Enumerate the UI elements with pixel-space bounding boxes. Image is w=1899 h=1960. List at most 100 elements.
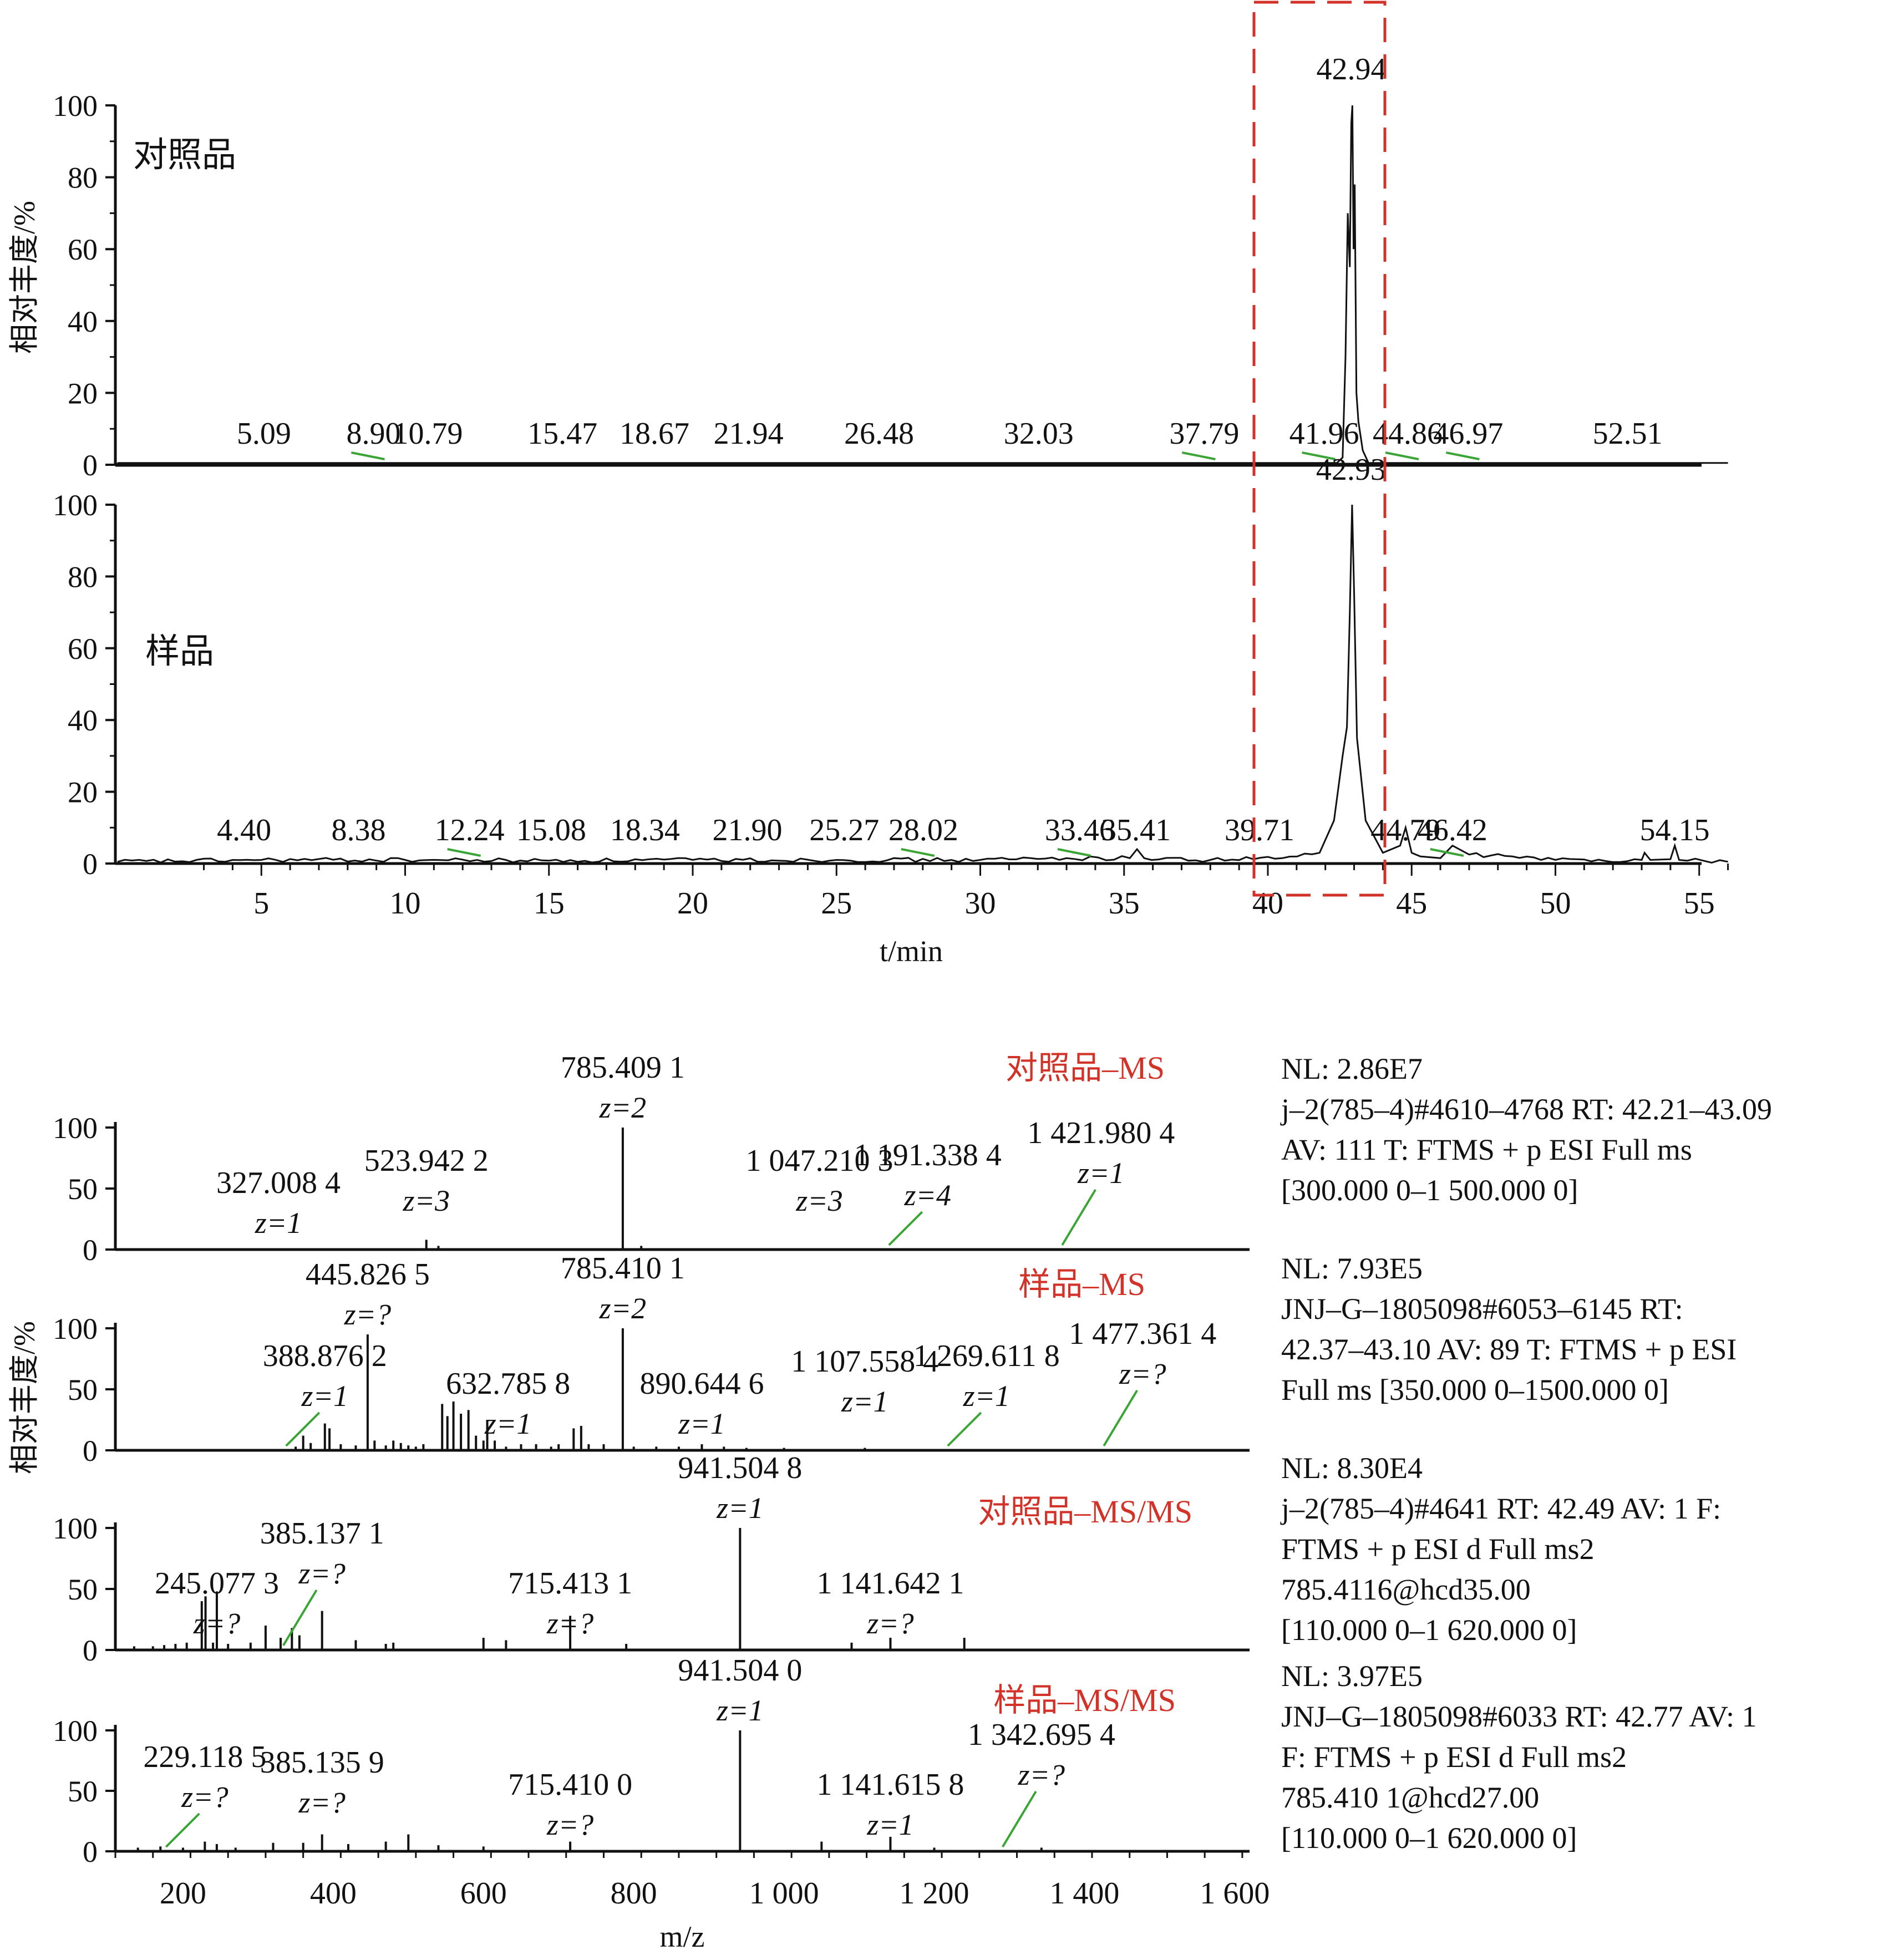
mz-label: 1 141.615 8: [816, 1768, 964, 1802]
mz-label: 715.413 1: [508, 1566, 632, 1601]
rt-label: 37.79: [1169, 417, 1239, 451]
rt-leader-line: [447, 848, 481, 857]
rt-label: 21.94: [714, 417, 784, 451]
charge-label: z=?: [1018, 1758, 1065, 1791]
rt-leader-line: [1385, 451, 1419, 460]
y-tick-label: 50: [68, 1172, 98, 1206]
mz-label: 245.077 3: [155, 1566, 279, 1601]
mz-label: 1 477.361 4: [1069, 1317, 1216, 1351]
rt-leader-line: [1302, 451, 1336, 460]
y-tick-label: 20: [68, 776, 98, 809]
charge-label: z=1: [716, 1491, 763, 1525]
panel-title-smp-ms: 样品–MS: [1018, 1266, 1145, 1302]
label-leader-line: [1002, 1790, 1037, 1848]
mz-label: 445.826 5: [306, 1257, 430, 1292]
rt-leader-line: [1057, 848, 1091, 857]
y-tick-label: 100: [53, 1111, 98, 1145]
rt-label: 21.90: [713, 813, 783, 847]
x-tick-label: 20: [677, 886, 708, 921]
rt-label: 46.97: [1433, 417, 1503, 451]
rt-leader-line: [1430, 848, 1464, 857]
rt-label: 41.96: [1289, 417, 1359, 451]
ms-xlabel: m/z: [660, 1920, 705, 1953]
info-line: [300.000 0–1 500.000 0]: [1281, 1174, 1578, 1207]
info-line: FTMS + p ESI d Full ms2: [1281, 1532, 1595, 1566]
charge-label: z=1: [866, 1808, 913, 1841]
rt-label: 52.51: [1593, 417, 1663, 451]
y-tick-label: 60: [68, 233, 98, 266]
mz-label: 941.504 8: [678, 1451, 802, 1485]
x-tick-label: 35: [1109, 886, 1140, 921]
rt-label: 32.03: [1004, 417, 1074, 451]
y-tick-label: 100: [53, 1714, 98, 1748]
y-tick-label: 100: [53, 1512, 98, 1545]
label-leader-line: [947, 1411, 982, 1447]
mz-label: 385.137 1: [260, 1516, 384, 1551]
info-line: 785.4116@hcd35.00: [1281, 1573, 1531, 1606]
charge-label: z=1: [716, 1694, 763, 1727]
y-tick-label: 40: [68, 704, 98, 737]
mz-label: 229.118 5: [143, 1740, 266, 1774]
x-tick-label: 10: [390, 886, 421, 921]
y-tick-label: 0: [83, 449, 98, 482]
panel-label-reference: 对照品: [133, 136, 236, 174]
rt-leader-line: [1446, 451, 1480, 460]
info-line: [110.000 0–1 620.000 0]: [1281, 1613, 1577, 1647]
mz-label: 1 107.558 4: [791, 1344, 938, 1379]
info-line: 785.410 1@hcd27.00: [1281, 1781, 1539, 1814]
label-leader-line: [1103, 1389, 1138, 1447]
info-smp-ms: NL: 7.93E5 JNJ–G–1805098#6053–6145 RT: 4…: [1281, 1252, 1744, 1406]
info-line: 42.37–43.10 AV: 89 T: FTMS + p ESI: [1281, 1333, 1736, 1366]
charge-label: z=1: [963, 1379, 1010, 1413]
mz-label: 1 269.611 8: [913, 1339, 1060, 1373]
rt-label: 15.47: [527, 417, 597, 451]
mz-label: 1 421.980 4: [1027, 1116, 1175, 1150]
x-tick-label: 40: [1252, 886, 1283, 921]
charge-label: z=3: [795, 1184, 842, 1217]
info-line: AV: 111 T: FTMS + p ESI Full ms: [1281, 1133, 1692, 1166]
mz-label: 523.942 2: [364, 1144, 489, 1178]
panel-title-smp-msms: 样品–MS/MS: [993, 1682, 1176, 1718]
chromatogram-trace: [117, 504, 1728, 864]
mz-label: 1 047.210 3: [746, 1144, 893, 1178]
x-tick-label: 15: [534, 886, 565, 921]
y-tick-label: 0: [83, 1634, 98, 1667]
rt-label: 12.24: [435, 813, 505, 847]
info-ref-msms: NL: 8.30E4 j–2(785–4)#4641 RT: 42.49 AV:…: [1280, 1451, 1729, 1647]
x-tick-label: 200: [160, 1876, 206, 1911]
y-tick-label: 80: [68, 560, 98, 593]
x-tick-label: 55: [1684, 886, 1715, 921]
rt-label: 4.40: [217, 813, 271, 847]
rt-label: 44.79: [1370, 813, 1440, 847]
mz-label: 385.135 9: [260, 1745, 384, 1780]
charge-label: z=1: [678, 1407, 725, 1440]
mz-label: 327.008 4: [216, 1166, 341, 1200]
rt-label: 15.08: [516, 813, 586, 847]
x-tick-label: 25: [821, 886, 852, 921]
rt-label: 54.15: [1640, 813, 1710, 847]
x-tick-label: 45: [1396, 886, 1427, 921]
rt-label: 5.09: [237, 417, 291, 451]
mz-label: 388.876 2: [263, 1339, 387, 1373]
mz-label: 785.410 1: [561, 1251, 685, 1286]
y-tick-label: 40: [68, 305, 98, 338]
charge-label: z=4: [904, 1179, 951, 1212]
x-tick-label: 1 000: [749, 1876, 819, 1911]
x-tick-label: 400: [310, 1876, 357, 1911]
mz-label: 632.785 8: [446, 1367, 570, 1401]
mz-label: 1 342.695 4: [968, 1718, 1115, 1752]
charge-label: z=1: [841, 1385, 888, 1418]
info-line: NL: 7.93E5: [1281, 1252, 1423, 1285]
charge-label: z=?: [866, 1607, 913, 1640]
charge-label: z=?: [181, 1780, 228, 1814]
y-tick-label: 100: [53, 1312, 98, 1345]
chromatogram-xlabel: t/min: [880, 935, 943, 968]
x-tick-label: 1 200: [900, 1876, 969, 1911]
x-tick-label: 1 600: [1200, 1876, 1270, 1911]
y-tick-label: 0: [83, 1233, 98, 1267]
charge-label: z=?: [546, 1607, 593, 1640]
info-smp-msms: NL: 3.97E5 JNJ–G–1805098#6033 RT: 42.77 …: [1281, 1659, 1764, 1855]
charge-label: z=?: [193, 1607, 240, 1640]
info-line: JNJ–G–1805098#6033 RT: 42.77 AV: 1: [1281, 1700, 1757, 1733]
y-tick-label: 0: [83, 1835, 98, 1868]
